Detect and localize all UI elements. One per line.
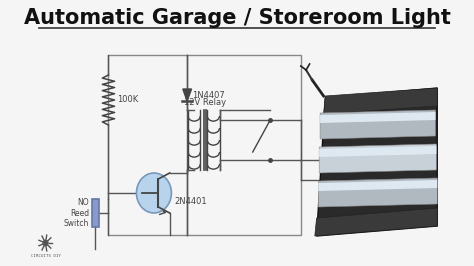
Polygon shape bbox=[319, 178, 437, 207]
Polygon shape bbox=[319, 144, 437, 173]
Polygon shape bbox=[315, 208, 437, 236]
Text: +: + bbox=[347, 151, 356, 161]
Circle shape bbox=[43, 240, 48, 246]
Text: CIRCUITS DIY: CIRCUITS DIY bbox=[30, 254, 61, 258]
Text: Automatic Garage / Storeroom Light: Automatic Garage / Storeroom Light bbox=[24, 8, 450, 28]
Text: 1N4407: 1N4407 bbox=[192, 90, 225, 99]
Text: 5 - 12V: 5 - 12V bbox=[356, 168, 388, 177]
Polygon shape bbox=[317, 88, 437, 236]
Bar bbox=[109, 55, 301, 235]
Circle shape bbox=[137, 173, 172, 213]
Text: NO
Reed
Switch: NO Reed Switch bbox=[64, 198, 89, 228]
Polygon shape bbox=[324, 88, 437, 114]
Polygon shape bbox=[319, 180, 437, 191]
Text: 12V Relay: 12V Relay bbox=[183, 98, 226, 107]
Polygon shape bbox=[319, 146, 437, 157]
Polygon shape bbox=[320, 112, 436, 123]
Text: 100K: 100K bbox=[117, 95, 138, 105]
Text: 2N4401: 2N4401 bbox=[174, 197, 207, 206]
Polygon shape bbox=[320, 110, 436, 139]
Bar bbox=[92, 199, 99, 227]
Polygon shape bbox=[183, 89, 191, 101]
